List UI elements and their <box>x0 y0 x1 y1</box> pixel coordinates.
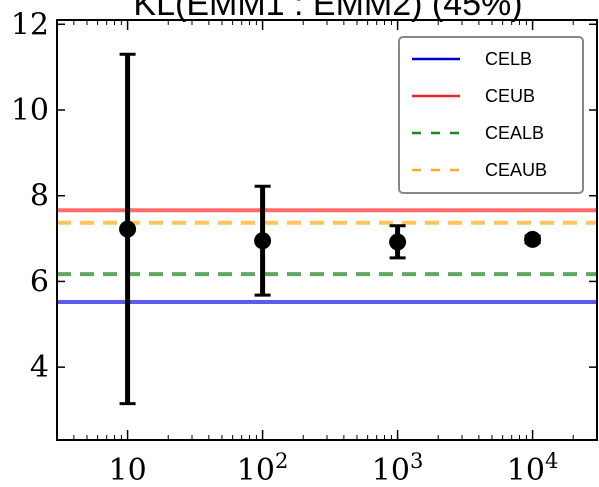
x-tick-exponent: 2 <box>275 449 288 473</box>
x-tick-label: 10 <box>108 453 146 487</box>
y-tick-label: 6 <box>30 264 49 299</box>
legend-label: CELB <box>485 49 532 69</box>
x-tick-exponent: 3 <box>410 449 423 473</box>
data-point-0 <box>119 220 137 238</box>
chart-title: KL(EMM1 : EMM2) (45%) <box>133 0 522 23</box>
legend-item-cealb: CEALB <box>412 123 544 143</box>
data-point-3 <box>524 230 542 248</box>
legend-label: CEAUB <box>485 160 547 180</box>
reference-lines <box>57 208 597 304</box>
legend-label: CEUB <box>485 86 535 106</box>
legend-item-ceub: CEUB <box>412 86 535 106</box>
y-tick-label: 12 <box>11 7 49 42</box>
data-point-1 <box>254 232 272 250</box>
legend-item-celb: CELB <box>412 49 532 69</box>
legend-label: CEALB <box>485 123 544 143</box>
legend-item-ceaub: CEAUB <box>412 160 547 180</box>
y-tick-label: 4 <box>30 350 49 385</box>
legend-box <box>398 36 584 194</box>
data-point-2 <box>389 233 407 251</box>
y-tick-label: 8 <box>30 179 49 214</box>
x-tick-exponent: 4 <box>545 449 558 473</box>
y-tick-label: 10 <box>11 93 49 128</box>
data-points <box>119 52 542 406</box>
legend: CELB CEUB CEALB CEAUB <box>398 36 584 194</box>
